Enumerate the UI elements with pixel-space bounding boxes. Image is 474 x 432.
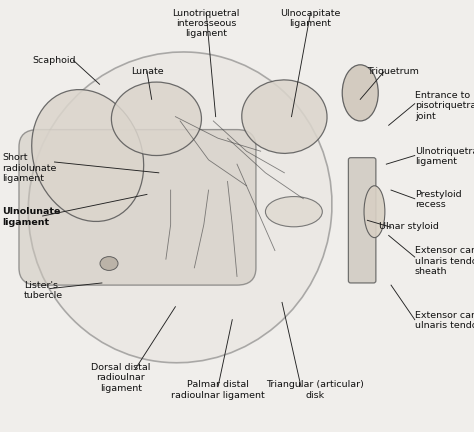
Text: Palmar distal
radioulnar ligament: Palmar distal radioulnar ligament (171, 380, 265, 400)
Text: Short
radiolunate
ligament: Short radiolunate ligament (2, 153, 57, 183)
Text: Ulnolunate
ligament: Ulnolunate ligament (2, 207, 61, 227)
Text: Dorsal distal
radioulnar
ligament: Dorsal distal radioulnar ligament (91, 363, 151, 393)
Ellipse shape (242, 80, 327, 153)
Ellipse shape (111, 82, 201, 156)
Text: Entrance to
pisotriquetral
joint: Entrance to pisotriquetral joint (415, 91, 474, 121)
Ellipse shape (100, 257, 118, 270)
Text: Scaphoid: Scaphoid (33, 56, 76, 65)
Text: Triangular (articular)
disk: Triangular (articular) disk (266, 380, 364, 400)
Text: Lunate: Lunate (131, 67, 163, 76)
FancyBboxPatch shape (348, 158, 376, 283)
Text: Lister's
tubercle: Lister's tubercle (24, 281, 63, 300)
Ellipse shape (265, 197, 322, 227)
Ellipse shape (342, 65, 378, 121)
Ellipse shape (364, 186, 385, 238)
Ellipse shape (32, 89, 144, 222)
Ellipse shape (28, 52, 332, 363)
Text: Extensor carpi
ulnaris tendon
sheath: Extensor carpi ulnaris tendon sheath (415, 246, 474, 276)
Text: Extensor carpi
ulnaris tendon: Extensor carpi ulnaris tendon (415, 311, 474, 330)
Text: Triquetrum: Triquetrum (367, 67, 419, 76)
Text: Prestyloid
recess: Prestyloid recess (415, 190, 461, 210)
Text: Ulnocapitate
ligament: Ulnocapitate ligament (280, 9, 341, 28)
FancyBboxPatch shape (19, 130, 256, 285)
Text: Lunotriquetral
interosseous
ligament: Lunotriquetral interosseous ligament (173, 9, 240, 38)
Text: Ulnotriquetral
ligament: Ulnotriquetral ligament (415, 147, 474, 166)
Text: Ulnar styloid: Ulnar styloid (379, 222, 439, 232)
